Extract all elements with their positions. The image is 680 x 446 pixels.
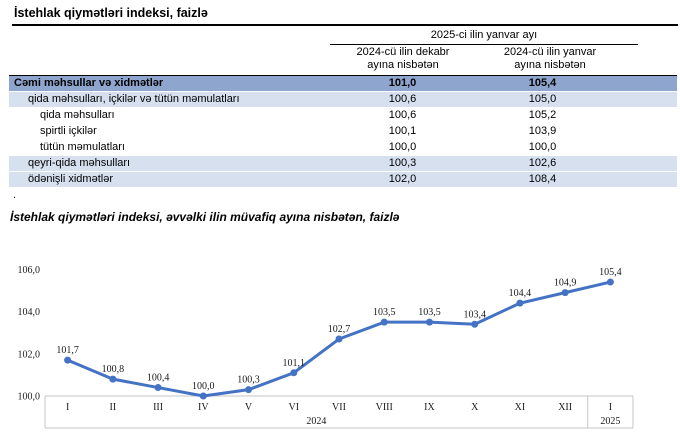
data-point-marker [64,356,72,364]
table-row: qida məhsulları 100,6 105,2 [9,108,677,124]
row-value-yoy: 103,9 [528,125,557,137]
category-label: I [609,402,612,413]
cpi-table: Cəmi məhsullar və xidmətlər 101,0 105,4 qid… [9,76,677,188]
data-point-label: 100,3 [237,375,260,386]
column-header-yoy: 2024-cü ilin yanvar ayına nisbətən [476,46,624,72]
data-point-label: 103,5 [373,307,396,318]
column-header-line: 2024-cü ilin yanvar [503,46,597,58]
row-value-mom: 100,6 [388,109,417,121]
row-value-yoy: 105,0 [528,93,557,105]
data-point-marker [425,318,433,326]
row-label: spirtli içkilər [40,125,97,137]
data-point-marker [199,392,207,400]
table-top-rule-divider [9,75,677,76]
y-axis-tick-label: 106,0 [18,265,41,276]
data-point-marker [154,384,162,392]
data-point-marker [335,335,343,343]
year-label: 2024 [306,416,326,427]
row-value-mom: 100,3 [388,157,417,169]
data-point-label: 103,5 [418,307,441,318]
table-row: qida məhsulları, içkilər və tütün məmula… [9,92,677,108]
data-point-label: 104,4 [509,288,532,299]
category-label: VII [332,402,346,413]
row-value-mom: 100,1 [388,125,417,137]
row-label: tütün məmulatları [40,141,125,153]
y-axis-tick-label: 102,0 [18,349,41,360]
row-label: qida məhsulları, içkilər və tütün məmula… [28,93,240,105]
span-header-rule-divider [330,44,638,45]
row-value-mom: 102,0 [388,173,417,185]
category-label: XI [515,402,526,413]
data-point-label: 102,7 [328,324,351,335]
category-label: IX [424,402,435,413]
column-header-mom: 2024-cü ilin dekabr ayına nisbətən [330,46,476,72]
column-header-line: ayına nisbətən [514,59,586,71]
category-label: II [110,402,117,413]
table-row: tütün məmulatları 100,0 100,0 [9,140,677,156]
data-point-marker [561,289,569,297]
category-label: XII [558,402,572,413]
category-label: IV [198,402,209,413]
table-span-header: 2025-ci ilin yanvar ayı [430,29,538,41]
title-rule-divider [12,24,678,26]
data-point-label: 100,8 [102,364,125,375]
column-header-line: ayına nisbətən [367,59,439,71]
table-row: qeyri-qida məhsulları 100,3 102,6 [9,156,677,172]
data-point-label: 100,0 [192,381,215,392]
data-point-label: 100,4 [147,373,170,384]
table-row: ödənişli xidmətlər 102,0 108,4 [9,172,677,188]
table-row: spirtli içkilər 100,1 103,9 [9,124,677,140]
row-value-yoy: 108,4 [528,173,557,185]
data-point-marker [109,375,117,383]
data-point-marker [245,386,253,394]
row-label: qida məhsulları [40,109,115,121]
category-label: VI [288,402,299,413]
data-point-label: 101,7 [56,345,79,356]
data-point-marker [471,320,479,328]
category-label: X [471,402,479,413]
column-header-line: 2024-cü ilin dekabr [356,46,450,58]
table-row: Cəmi məhsullar və xidmətlər 101,0 105,4 [9,76,677,92]
category-label: I [66,402,69,413]
data-point-label: 101,1 [283,358,306,369]
row-label: ödənişli xidmətlər [28,173,113,185]
data-point-marker [290,369,298,377]
data-point-marker [516,299,524,307]
year-label: 2025 [600,416,620,427]
category-label: VIII [376,402,393,413]
y-axis-tick-label: 104,0 [18,307,41,318]
chart-title: İstehlak qiymətləri indeksi, əvvəlki ili… [10,210,400,224]
data-point-label: 104,9 [554,278,577,289]
data-point-label: 105,4 [599,267,622,278]
row-label: qeyri-qida məhsulları [28,157,131,169]
row-value-yoy: 102,6 [528,157,557,169]
row-value-mom: 100,6 [388,93,417,105]
row-value-mom: 101,0 [388,77,417,89]
data-point-marker [380,318,388,326]
row-value-yoy: 100,0 [528,141,557,153]
category-label: III [153,402,163,413]
footnote-dot: . [13,189,17,201]
category-label: V [245,402,253,413]
row-value-yoy: 105,4 [528,77,557,89]
data-point-marker [606,278,614,286]
y-axis-tick-label: 100,0 [18,392,41,403]
page-title: İstehlak qiymətləri indeksi, faizlə [14,6,208,20]
row-value-yoy: 105,2 [528,109,557,121]
row-value-mom: 100,0 [388,141,417,153]
data-point-label: 103,4 [463,309,486,320]
row-label: Cəmi məhsullar və xidmətlər [14,77,164,89]
